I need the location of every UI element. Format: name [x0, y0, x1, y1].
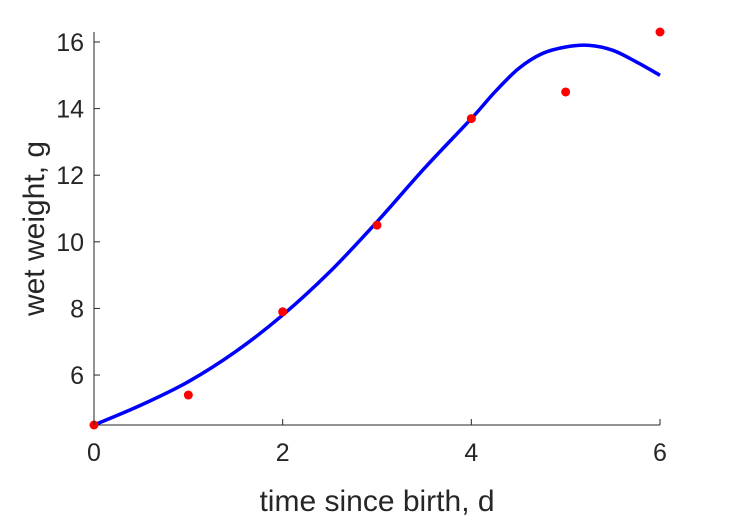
x-axis-label: time since birth, d [259, 485, 494, 518]
data-point [372, 220, 382, 230]
y-tick-label: 16 [56, 29, 84, 57]
y-tick-label: 10 [56, 229, 84, 257]
data-point [466, 114, 476, 124]
data-point [183, 390, 193, 400]
y-tick-label: 8 [70, 295, 84, 323]
curve-layer [93, 43, 661, 427]
ticks-layer: 0 2 4 6 6 8 10 12 14 16 [56, 29, 667, 467]
y-tick-label: 14 [56, 96, 84, 124]
data-point [655, 27, 665, 37]
fit-curve [93, 43, 661, 427]
axes [93, 32, 660, 426]
x-tick-label: 4 [464, 439, 478, 467]
x-tick-label: 2 [276, 439, 290, 467]
y-axis-label: wet weight, g [18, 141, 51, 317]
x-tick-label: 6 [653, 439, 667, 467]
y-tick-label: 12 [56, 162, 84, 190]
data-point [278, 307, 288, 317]
points-layer [89, 27, 665, 430]
data-point [561, 87, 571, 97]
y-tick-label: 6 [70, 362, 84, 390]
x-tick-label: 0 [87, 439, 101, 467]
